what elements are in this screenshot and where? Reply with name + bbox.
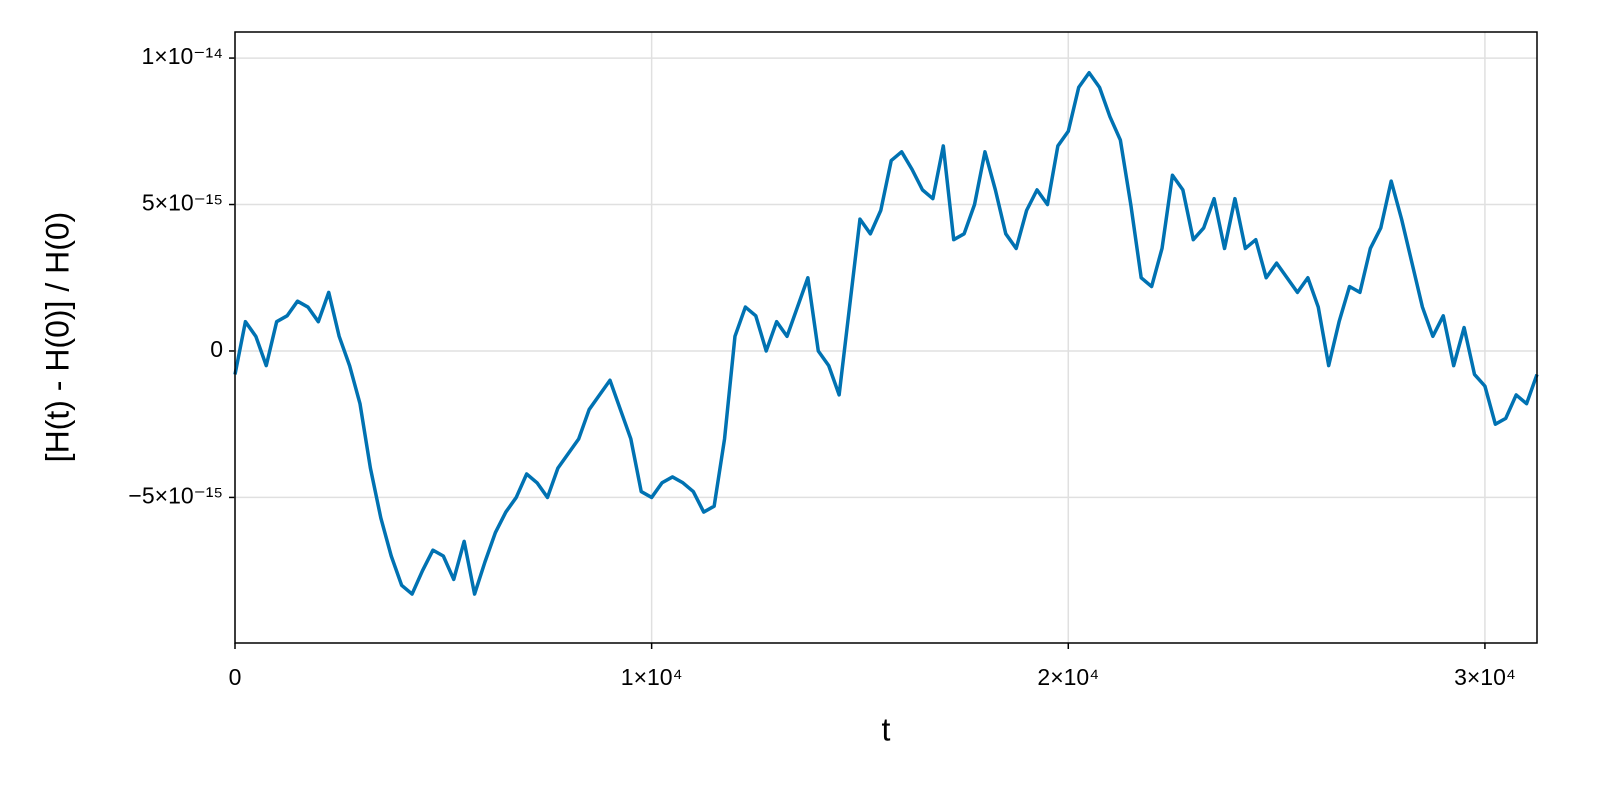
x-tick-label: 3×10⁴: [1454, 664, 1516, 690]
y-tick-label: 1×10⁻¹⁴: [142, 43, 224, 69]
plot-frame: [234, 31, 1538, 644]
data-line: [233, 70, 1539, 596]
x-tick-label: 1×10⁴: [621, 664, 683, 690]
y-axis-label: [H(t) - H(0)] / H(0): [39, 212, 75, 463]
x-axis-label: t: [882, 711, 891, 747]
x-tick-label: 0: [229, 664, 242, 690]
y-tick-label: −5×10⁻¹⁵: [128, 483, 223, 509]
y-tick-label: 0: [210, 336, 223, 362]
x-tick-label: 2×10⁴: [1037, 664, 1099, 690]
y-tick-label: 5×10⁻¹⁵: [142, 190, 223, 216]
